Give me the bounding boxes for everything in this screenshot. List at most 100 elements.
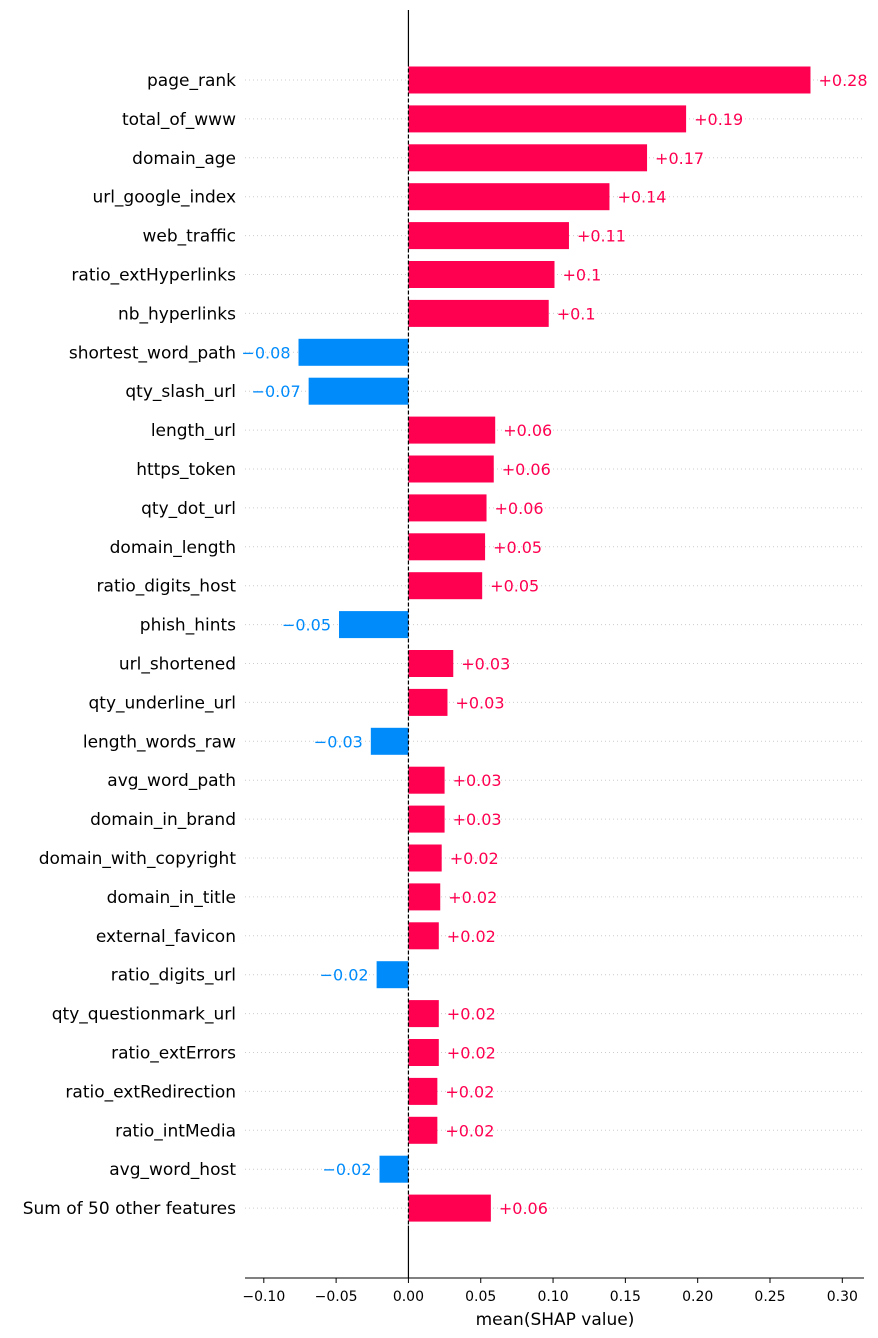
value-label: +0.03 <box>461 655 510 674</box>
feature-label: length_words_raw <box>83 732 236 752</box>
bar-external-favicon <box>408 922 439 950</box>
feature-label: url_google_index <box>92 188 236 208</box>
bar-qty-dot-url <box>408 494 487 522</box>
bar-qty-underline-url <box>408 688 448 716</box>
value-label: +0.03 <box>453 810 502 829</box>
value-label: −0.07 <box>252 382 301 401</box>
feature-label: domain_in_title <box>107 888 236 908</box>
value-label: +0.28 <box>818 71 867 90</box>
bar-total-of-www <box>408 105 687 133</box>
feature-label: avg_word_path <box>107 771 236 791</box>
x-axis: −0.10 −0.05 0.00 0.05 0.10 0.15 0.20 0.25 0.30 <box>242 1277 864 1305</box>
bar-nb-hyperlinks <box>408 299 549 327</box>
value-label: +0.11 <box>577 227 626 246</box>
bar-domain-with-copyright <box>408 844 442 872</box>
bar-qty-questionmark-url <box>408 1000 439 1028</box>
value-label: +0.03 <box>453 771 502 790</box>
feature-label: ratio_extErrors <box>111 1044 236 1064</box>
value-label: −0.03 <box>314 732 363 751</box>
x-tick-label: 0.00 <box>393 1289 424 1305</box>
value-label: +0.05 <box>490 577 539 596</box>
feature-label: qty_slash_url <box>125 382 236 402</box>
feature-label: qty_underline_url <box>89 693 236 713</box>
value-label: +0.06 <box>499 1199 548 1218</box>
x-tick-label: 0.05 <box>465 1289 496 1305</box>
feature-label: https_token <box>136 460 236 480</box>
value-labels: +0.28 +0.19 +0.17 +0.14 +0.11 +0.1 +0.1 −0.08 −0… <box>241 71 867 1218</box>
bar-length-words-raw <box>370 727 409 755</box>
bar-https-token <box>408 455 494 483</box>
feature-label: qty_questionmark_url <box>52 1005 236 1025</box>
bar-url-shortened <box>408 650 454 677</box>
bar-ratio-exterrors <box>408 1039 439 1066</box>
feature-label: domain_age <box>132 149 236 169</box>
bar-domain-length <box>408 533 486 561</box>
bar-ratio-digits-host <box>408 572 483 600</box>
x-tick-label: 0.25 <box>754 1289 785 1305</box>
x-tick-label: 0.10 <box>537 1289 568 1305</box>
feature-label: shortest_word_path <box>69 343 236 363</box>
bar-shortest-word-path <box>298 338 409 366</box>
feature-label: phish_hints <box>140 616 236 636</box>
feature-label: total_of_www <box>122 110 236 130</box>
bar-ratio-extredirection <box>408 1077 438 1105</box>
x-tick-label: 0.20 <box>682 1289 713 1305</box>
bar-qty-slash-url <box>308 377 409 405</box>
bar-web-traffic <box>408 222 569 250</box>
bars <box>298 66 811 1222</box>
x-tick-label: 0.15 <box>610 1289 641 1305</box>
value-label: +0.06 <box>495 499 544 518</box>
feature-label: Sum of 50 other features <box>23 1199 236 1219</box>
feature-label: ratio_intMedia <box>115 1121 236 1141</box>
bar-ratio-exthyperlinks <box>408 261 555 288</box>
bar-sum-of-50-other-features <box>408 1194 491 1222</box>
feature-label: page_rank <box>147 71 236 91</box>
row-gridlines <box>245 79 864 1209</box>
bar-domain-age <box>408 144 648 172</box>
feature-label: length_url <box>151 421 236 441</box>
value-label: +0.1 <box>563 266 602 285</box>
feature-label: web_traffic <box>142 227 236 247</box>
bar-avg-word-path <box>408 766 445 794</box>
feature-label: ratio_extHyperlinks <box>71 266 236 286</box>
feature-label: url_shortened <box>119 655 236 675</box>
feature-label: domain_length <box>110 538 236 558</box>
feature-label: avg_word_host <box>109 1160 236 1180</box>
value-label: +0.14 <box>617 188 666 207</box>
value-label: +0.1 <box>557 304 596 323</box>
value-label: +0.02 <box>448 888 497 907</box>
value-label: +0.02 <box>447 1044 496 1063</box>
bar-domain-in-title <box>408 883 441 911</box>
value-label: +0.05 <box>493 538 542 557</box>
x-tick-label: 0.30 <box>827 1289 858 1305</box>
bar-ratio-intmedia <box>408 1116 438 1144</box>
bar-domain-in-brand <box>408 805 445 833</box>
feature-label: ratio_extRedirection <box>65 1082 236 1102</box>
value-label: +0.19 <box>694 110 743 129</box>
feature-labels: page_rank total_of_www domain_age url_googl… <box>23 71 237 1219</box>
value-label: −0.05 <box>282 616 331 635</box>
feature-label: qty_dot_url <box>141 499 236 519</box>
bar-phish-hints <box>339 611 409 639</box>
feature-label: ratio_digits_url <box>111 966 236 986</box>
feature-label: nb_hyperlinks <box>118 304 236 324</box>
value-label: +0.02 <box>445 1121 494 1140</box>
feature-label: ratio_digits_host <box>97 577 237 597</box>
value-label: +0.02 <box>445 1082 494 1101</box>
value-label: +0.02 <box>447 1005 496 1024</box>
bar-page-rank <box>408 66 811 94</box>
x-tick-label: −0.05 <box>315 1289 358 1305</box>
feature-label: domain_with_copyright <box>39 849 237 869</box>
value-label: −0.08 <box>241 343 290 362</box>
feature-label: domain_in_brand <box>90 810 236 830</box>
value-label: +0.02 <box>450 849 499 868</box>
value-label: +0.17 <box>655 149 704 168</box>
x-tick-label: −0.10 <box>242 1289 285 1305</box>
bar-avg-word-host <box>379 1155 409 1183</box>
value-label: +0.06 <box>503 421 552 440</box>
bar-url-google-index <box>408 183 610 211</box>
x-axis-label: mean(SHAP value) <box>476 1310 635 1330</box>
feature-label: external_favicon <box>96 927 236 947</box>
value-label: −0.02 <box>320 966 369 985</box>
